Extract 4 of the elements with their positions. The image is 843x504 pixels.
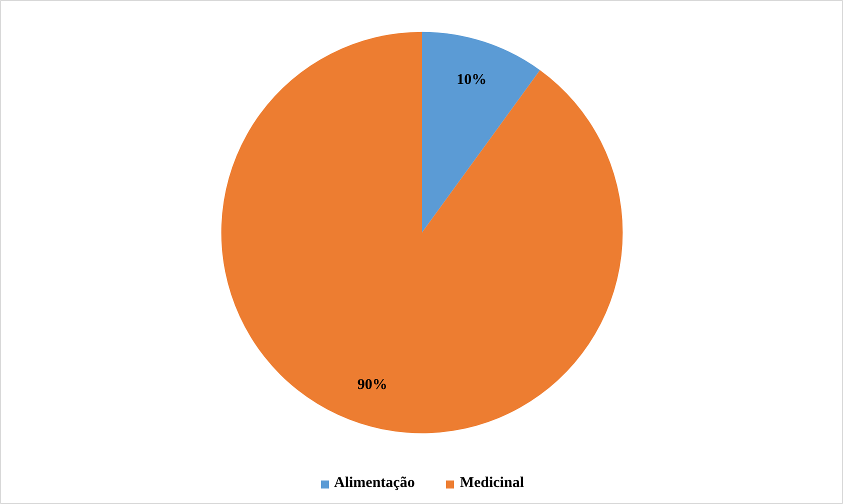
legend-label: Medicinal <box>460 475 524 492</box>
data-label: 10% <box>456 72 487 88</box>
legend-label: Alimentação <box>334 475 415 492</box>
data-label: 90% <box>357 377 388 394</box>
